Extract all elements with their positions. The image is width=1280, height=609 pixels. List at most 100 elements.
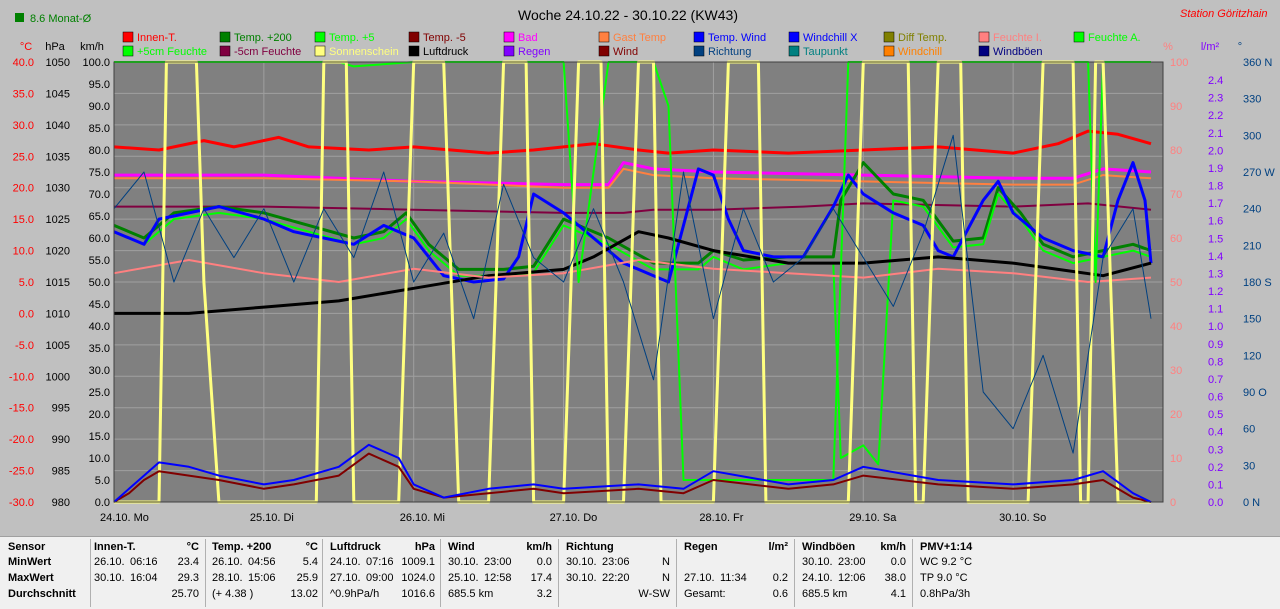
stats-pmv-value: TP 9.0 °C xyxy=(920,572,968,584)
stats-temp200-row: 26.10. 04:56 5.4 xyxy=(212,556,318,572)
wind-tick-label: 70.0 xyxy=(89,189,110,201)
stats-richtung-header: Richtung xyxy=(566,541,670,556)
stats-wind: Wind km/h 30.10. 23:00 0.0 25.10. 12:58 17.4 685… xyxy=(448,541,552,607)
stats-time: 23:06 xyxy=(602,556,630,568)
stats-date: 27.10. xyxy=(330,572,361,584)
rain-tick-label: 2.4 xyxy=(1208,75,1223,87)
stats-value: 0.2 xyxy=(772,572,788,584)
legend-swatch xyxy=(788,45,800,57)
stats-row-label: MaxWert xyxy=(8,572,54,584)
wind-tick-label: 5.0 xyxy=(95,475,110,487)
wind-tick-label: 55.0 xyxy=(89,255,110,267)
stats-pmv-title: PMV+1:14 xyxy=(920,541,973,553)
stats-innen-row: 30.10. 16:04 29.3 xyxy=(94,572,199,588)
stats-richtung-row: W-SW xyxy=(566,588,670,604)
stats-richtung-row: 30.10. 23:06 N xyxy=(566,556,670,572)
direction-tick-label: 330 xyxy=(1243,94,1261,106)
pressure-tick-label: 1025 xyxy=(46,214,70,226)
temp-tick-label: 0.0 xyxy=(19,308,34,320)
stats-luftdruck-row: 24.10. 07:16 1009.1 xyxy=(330,556,435,572)
chart-svg: °C hPa km/h% l/m² ° 40.0 35.0 30.0 25.0 20.0 15.0 1… xyxy=(9,7,1275,524)
rain-tick-label: 0.9 xyxy=(1208,339,1223,351)
stats-luftdruck-unit: hPa xyxy=(414,541,435,553)
stats-regen: Regen l/m² 27.10. 11:34 0.2 Gesamt: 0.6 xyxy=(684,541,788,607)
stats-value: 1024.0 xyxy=(401,572,435,584)
wind-tick-label: 75.0 xyxy=(89,167,110,179)
stats-time: 23:00 xyxy=(484,556,512,568)
stats-date: 685.5 km xyxy=(802,588,848,600)
rain-tick-label: 1.8 xyxy=(1208,181,1223,193)
legend-label: Regen xyxy=(518,46,550,58)
stats-value: 25.70 xyxy=(171,588,199,600)
temp-tick-label: -30.0 xyxy=(9,497,34,509)
stats-panel: Sensor MinWert MaxWert Durchschnitt Inne… xyxy=(0,536,1280,609)
x-tick-label: 24.10. Mo xyxy=(100,512,149,524)
humidity-tick-label: 0 xyxy=(1170,497,1176,509)
rain-unit-label: l/m² xyxy=(1201,41,1220,53)
legend-swatch xyxy=(408,31,420,43)
legend-swatch xyxy=(693,45,705,57)
stats-value: 5.4 xyxy=(302,556,318,568)
rain-tick-label: 1.3 xyxy=(1208,268,1223,280)
rain-tick-label: 0.2 xyxy=(1208,462,1223,474)
direction-tick-label: 60 xyxy=(1243,424,1255,436)
wind-tick-label: 80.0 xyxy=(89,145,110,157)
stats-temp200-unit: °C xyxy=(305,541,318,553)
stats-time: 07:16 xyxy=(366,556,394,568)
pressure-tick-label: 1030 xyxy=(46,183,70,195)
stats-luftdruck-title: Luftdruck xyxy=(330,541,381,553)
stats-value: 23.4 xyxy=(177,556,199,568)
legend-label: Windchill xyxy=(898,46,942,58)
rain-tick-label: 1.1 xyxy=(1208,304,1223,316)
stats-boen-header: Windböen km/h xyxy=(802,541,906,556)
stats-boen-unit: km/h xyxy=(880,541,906,553)
stats-temp200-header: Temp. +200 °C xyxy=(212,541,318,556)
stats-richtung-title: Richtung xyxy=(566,541,614,553)
temp-tick-label: 35.0 xyxy=(13,88,34,100)
stats-pmv-value: WC 9.2 °C xyxy=(920,556,973,568)
rain-tick-label: 1.0 xyxy=(1208,321,1223,333)
legend-label: +5cm Feuchte xyxy=(137,46,207,58)
humidity-tick-label: 20 xyxy=(1170,409,1182,421)
stats-boen-row: 30.10. 23:00 0.0 xyxy=(802,556,906,572)
stats-value: 4.1 xyxy=(890,588,906,600)
legend-label: Feuchte I. xyxy=(993,32,1042,44)
stats-richtung-row: 30.10. 22:20 N xyxy=(566,572,670,588)
chart-title: Woche 24.10.22 - 30.10.22 (KW43) xyxy=(518,7,738,23)
stats-row-label: MinWert xyxy=(8,556,52,568)
rain-tick-label: 0.0 xyxy=(1208,497,1223,509)
stats-luftdruck-header: Luftdruck hPa xyxy=(330,541,435,556)
rain-tick-label: 0.6 xyxy=(1208,392,1223,404)
temp-tick-label: 15.0 xyxy=(13,214,34,226)
stats-date: 30.10. xyxy=(566,556,597,568)
humidity-tick-label: 60 xyxy=(1170,233,1182,245)
wind-tick-label: 60.0 xyxy=(89,233,110,245)
legend-label: Richtung xyxy=(708,46,751,58)
direction-tick-label: 180 S xyxy=(1243,277,1272,289)
legend-swatch xyxy=(314,31,326,43)
humidity-tick-label: 40 xyxy=(1170,321,1182,333)
stats-time: 22:20 xyxy=(602,572,630,584)
x-tick-label: 29.10. Sa xyxy=(849,512,897,524)
series-line xyxy=(114,167,1152,189)
pressure-unit-label: hPa xyxy=(45,41,65,53)
stats-value: N xyxy=(662,572,670,584)
wind-tick-label: 50.0 xyxy=(89,277,110,289)
direction-tick-label: 120 xyxy=(1243,350,1261,362)
rain-tick-label: 0.1 xyxy=(1208,479,1223,491)
stats-date: 24.10. xyxy=(802,572,833,584)
pressure-tick-label: 1045 xyxy=(46,88,70,100)
temp-tick-label: 30.0 xyxy=(13,120,34,132)
legend-label: Windböen xyxy=(993,46,1043,58)
x-tick-label: 26.10. Mi xyxy=(400,512,445,524)
wind-tick-label: 20.0 xyxy=(89,409,110,421)
wind-tick-label: 95.0 xyxy=(89,79,110,91)
stats-wind-unit: km/h xyxy=(526,541,552,553)
stats-date: Gesamt: xyxy=(684,588,726,600)
stats-date: 26.10. xyxy=(94,556,125,568)
stats-time: 11:34 xyxy=(720,572,747,584)
direction-unit-label: ° xyxy=(1238,41,1242,53)
stats-wind-row: 685.5 km 3.2 xyxy=(448,588,552,604)
stats-date: 685.5 km xyxy=(448,588,494,600)
pressure-tick-label: 990 xyxy=(52,434,70,446)
